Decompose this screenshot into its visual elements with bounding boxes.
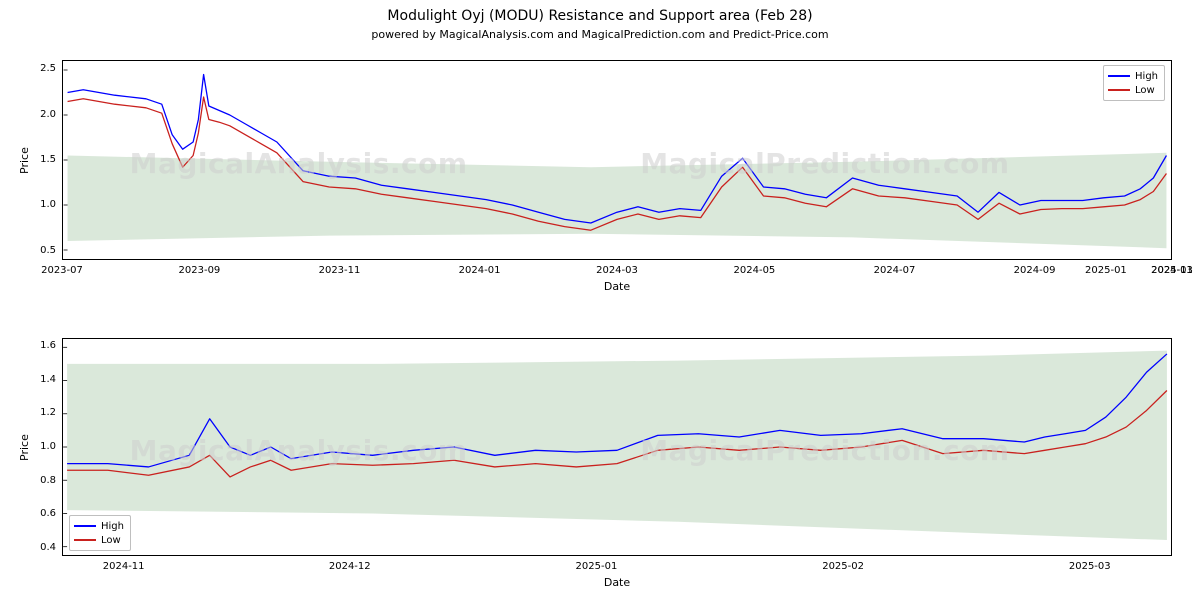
xtick-label: 2023-11 xyxy=(310,266,370,276)
legend-item-high: High xyxy=(74,519,124,533)
support-band xyxy=(67,351,1167,540)
xtick-label: 2025-03 xyxy=(1142,266,1200,276)
xtick-label: 2024-09 xyxy=(1005,266,1065,276)
xtick-label: 2024-07 xyxy=(865,266,925,276)
ytick-label: 1.4 xyxy=(28,375,56,385)
legend-label-high: High xyxy=(1135,71,1158,82)
legend-label-high: High xyxy=(101,521,124,532)
legend-item-low: Low xyxy=(74,533,124,547)
legend-item-low: Low xyxy=(1108,83,1158,97)
xtick-label: 2025-01 xyxy=(1076,266,1136,276)
legend-item-high: High xyxy=(1108,69,1158,83)
bottom-plot-svg xyxy=(63,339,1171,555)
ytick-label: 0.6 xyxy=(28,509,56,519)
top-plot-svg xyxy=(63,61,1171,259)
legend-bottom: High Low xyxy=(69,515,131,551)
xtick-label: 2024-11 xyxy=(94,562,154,572)
xtick-label: 2025-03 xyxy=(1060,562,1120,572)
legend-swatch-low xyxy=(74,539,96,541)
xtick-label: 2023-07 xyxy=(32,266,92,276)
ylabel: Price xyxy=(18,147,31,174)
ytick-label: 2.0 xyxy=(28,110,56,120)
xtick-label: 2025-02 xyxy=(813,562,873,572)
chart-title: Modulight Oyj (MODU) Resistance and Supp… xyxy=(0,8,1200,24)
ytick-label: 1.0 xyxy=(28,442,56,452)
xlabel: Date xyxy=(62,280,1172,293)
ytick-label: 1.5 xyxy=(28,155,56,165)
legend-swatch-high xyxy=(1108,75,1130,77)
xlabel: Date xyxy=(62,576,1172,589)
bottom-panel: MagicalAnalysis.com MagicalPrediction.co… xyxy=(62,338,1172,556)
ytick-label: 0.8 xyxy=(28,476,56,486)
ytick-label: 0.5 xyxy=(28,246,56,256)
xtick-label: 2024-12 xyxy=(320,562,380,572)
ytick-label: 2.5 xyxy=(28,64,56,74)
support-band xyxy=(68,153,1167,248)
xtick-label: 2023-09 xyxy=(169,266,229,276)
legend-top: High Low xyxy=(1103,65,1165,101)
ytick-label: 1.2 xyxy=(28,408,56,418)
top-panel: MagicalAnalysis.com MagicalPrediction.co… xyxy=(62,60,1172,260)
ytick-label: 1.0 xyxy=(28,200,56,210)
ylabel: Price xyxy=(18,434,31,461)
xtick-label: 2024-03 xyxy=(587,266,647,276)
legend-label-low: Low xyxy=(1135,85,1155,96)
chart-subtitle: powered by MagicalAnalysis.com and Magic… xyxy=(0,28,1200,41)
xtick-label: 2025-01 xyxy=(566,562,626,572)
ytick-label: 0.4 xyxy=(28,543,56,553)
ytick-label: 1.6 xyxy=(28,341,56,351)
xtick-label: 2024-05 xyxy=(724,266,784,276)
figure: Modulight Oyj (MODU) Resistance and Supp… xyxy=(0,0,1200,600)
legend-swatch-high xyxy=(74,525,96,527)
legend-label-low: Low xyxy=(101,535,121,546)
legend-swatch-low xyxy=(1108,89,1130,91)
xtick-label: 2024-01 xyxy=(450,266,510,276)
